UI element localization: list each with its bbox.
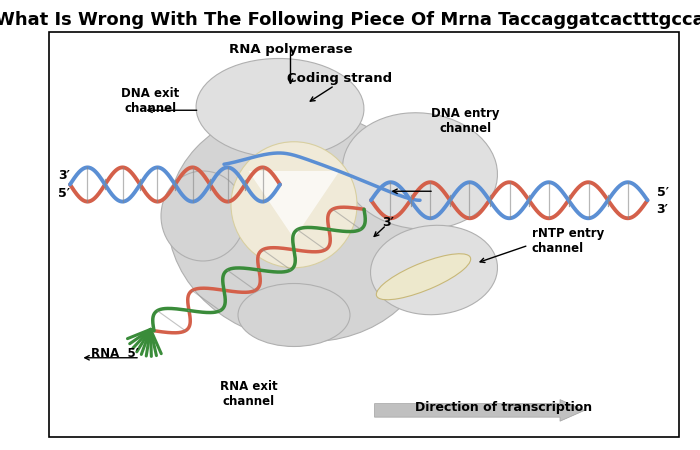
Ellipse shape	[238, 284, 350, 346]
Text: 3′: 3′	[383, 216, 394, 229]
Text: 5′: 5′	[657, 186, 668, 199]
Text: Coding strand: Coding strand	[287, 72, 392, 85]
Text: rNTP entry
channel: rNTP entry channel	[532, 227, 604, 255]
Text: RNA  5′: RNA 5′	[91, 347, 139, 360]
Text: What Is Wrong With The Following Piece Of Mrna Taccaggatcactttgcca: What Is Wrong With The Following Piece O…	[0, 11, 700, 29]
Ellipse shape	[370, 225, 498, 315]
Ellipse shape	[231, 142, 357, 268]
Text: 5′: 5′	[58, 187, 71, 200]
Ellipse shape	[377, 254, 470, 300]
Text: Direction of transcription: Direction of transcription	[415, 401, 593, 414]
Text: 3′: 3′	[59, 169, 70, 182]
Text: 3′: 3′	[657, 203, 668, 216]
Text: DNA entry
channel: DNA entry channel	[431, 108, 500, 135]
Text: RNA polymerase: RNA polymerase	[229, 43, 352, 56]
Ellipse shape	[161, 171, 245, 261]
Text: DNA exit
channel: DNA exit channel	[121, 87, 180, 115]
Ellipse shape	[196, 58, 364, 158]
Text: RNA exit
channel: RNA exit channel	[220, 380, 277, 408]
Ellipse shape	[342, 113, 498, 229]
FancyArrow shape	[374, 400, 584, 421]
Polygon shape	[248, 171, 340, 238]
Ellipse shape	[167, 108, 435, 342]
